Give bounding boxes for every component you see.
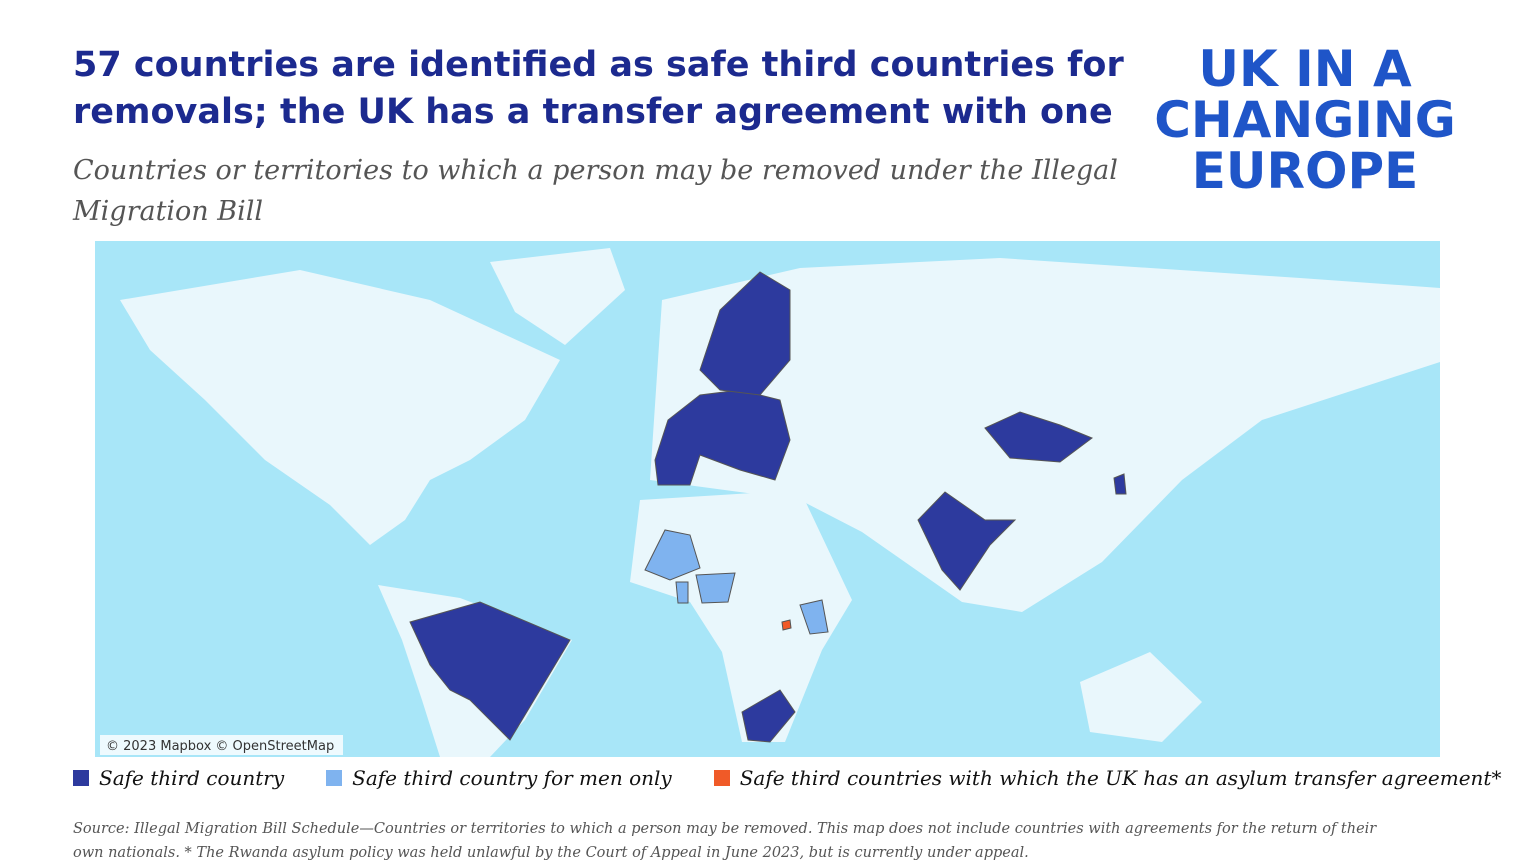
ghana [675, 581, 689, 604]
kenya [799, 599, 829, 635]
legend-swatch [713, 770, 730, 786]
greenland [490, 248, 625, 345]
europe [654, 389, 791, 486]
logo-line: EUROPE [1191, 142, 1419, 200]
mali [644, 529, 701, 581]
rwanda [781, 619, 792, 631]
nigeria [695, 572, 736, 604]
subtitle: Countries or territories to which a pers… [73, 150, 1118, 232]
mongolia [984, 411, 1094, 463]
legend-label: Safe third countries with which the UK h… [739, 766, 1502, 790]
logo-line: CHANGING [1154, 91, 1456, 149]
attribution-box [100, 735, 343, 755]
source-line: own nationals. * The Rwanda asylum polic… [73, 845, 1029, 861]
logo: UK IN A CHANGING EUROPE [1140, 44, 1470, 197]
safe-countries [409, 271, 1127, 743]
legend-label: Safe third country [99, 766, 285, 790]
australia [1080, 652, 1202, 742]
scandinavia [699, 271, 791, 396]
source-line: Source: Illegal Migration Bill Schedule—… [73, 821, 1377, 837]
brazil [409, 601, 571, 741]
legend-swatch [73, 770, 89, 786]
subtitle-line: Migration Bill [73, 196, 264, 227]
title-line: 57 countries are identified as safe thir… [73, 45, 1124, 85]
legend-item: Safe third country for men only [326, 766, 672, 790]
legend-item: Safe third countries with which the UK h… [713, 766, 1502, 790]
legend-item: Safe third country [73, 766, 284, 790]
north-america [120, 270, 560, 545]
men-only-countries [644, 529, 829, 635]
logo-line: UK IN A [1198, 40, 1412, 98]
india [917, 491, 1017, 591]
attribution: © 2023 Mapbox © OpenStreetMap [106, 739, 334, 754]
map: © 2023 Mapbox © OpenStreetMap [95, 241, 1440, 757]
legend-swatch [326, 770, 343, 786]
south-africa [741, 689, 796, 743]
legend-label: Safe third country for men only [352, 766, 672, 790]
title-line: removals; the UK has a transfer agreemen… [73, 92, 1113, 132]
legend: Safe third country Safe third country for… [73, 766, 1501, 790]
source: Source: Illegal Migration Bill Schedule—… [73, 817, 1376, 865]
south-korea [1113, 473, 1127, 495]
title: 57 countries are identified as safe thir… [73, 42, 1124, 136]
subtitle-line: Countries or territories to which a pers… [73, 155, 1118, 186]
